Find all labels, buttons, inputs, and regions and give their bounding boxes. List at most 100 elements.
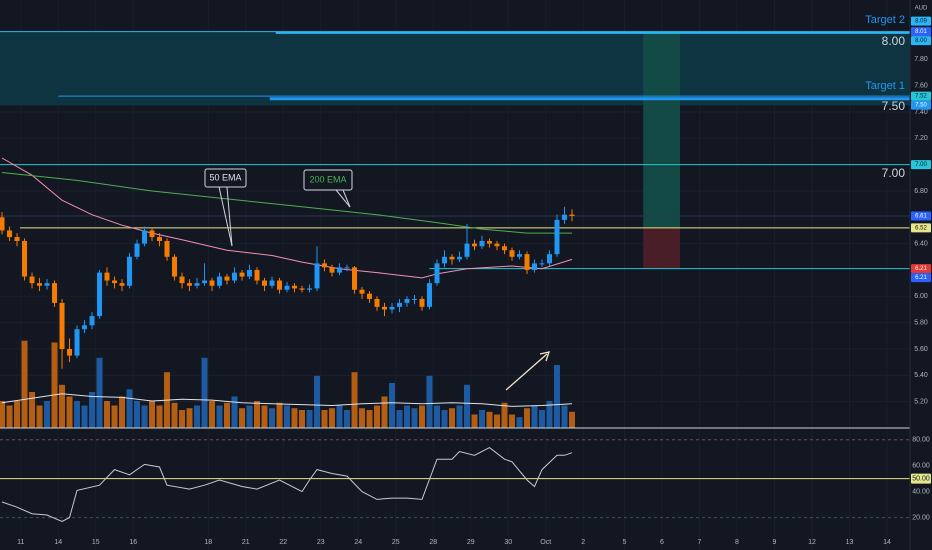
volume-bar <box>381 396 388 428</box>
candle-body <box>14 237 20 241</box>
candle-body <box>187 283 193 286</box>
volume-bar <box>186 408 193 428</box>
candle-body <box>254 269 260 281</box>
x-tick-label: 12 <box>808 539 816 546</box>
volume-bar <box>411 408 418 428</box>
volume-bar <box>508 414 515 428</box>
x-tick-label: 24 <box>354 539 362 546</box>
volume-bar <box>486 411 493 428</box>
candle-body <box>59 302 65 349</box>
candle-body <box>112 280 118 284</box>
candle-body <box>157 237 163 241</box>
volume-bar <box>149 401 156 428</box>
candle-body <box>337 267 343 273</box>
candle-body <box>397 302 403 307</box>
candle-body <box>531 263 537 270</box>
volume-bar <box>456 405 463 428</box>
volume-bar <box>89 392 96 428</box>
candle-body <box>554 219 560 255</box>
x-tick-label: Oct <box>540 539 551 546</box>
x-tick-label: 6 <box>660 539 664 546</box>
volume-bar <box>449 408 456 428</box>
x-tick-label: 8 <box>735 539 739 546</box>
candle-body <box>67 348 73 356</box>
candle-body <box>127 256 133 286</box>
y-tick-label: 7.80 <box>914 56 928 63</box>
volume-bar <box>478 410 485 428</box>
candle-body <box>404 298 410 303</box>
candle-body <box>239 272 245 277</box>
rsi-tick-label: 80.00 <box>912 437 930 444</box>
x-tick-label: 30 <box>504 539 512 546</box>
rsi-tick-label: 20.00 <box>912 514 930 521</box>
marks-layer <box>0 157 575 523</box>
axis-layer: 11 14 15 16 18 21 22 23 24 25 28 29 30 Oct 2 5 6 7 8 9 12 13 1… <box>17 16 931 546</box>
volume-bar <box>51 342 58 428</box>
y-tick-label: 6.00 <box>914 293 928 300</box>
candle-body <box>382 306 388 310</box>
candle-body <box>269 280 275 286</box>
candle-body <box>524 254 530 270</box>
rsi-line <box>1 447 573 523</box>
volume-bar <box>224 402 231 428</box>
y-tick-label: 5.20 <box>914 399 928 406</box>
candle-body <box>367 293 373 299</box>
currency-label: AUD <box>915 6 928 12</box>
candle-body <box>412 298 418 300</box>
volume-bar <box>546 401 553 428</box>
volume-bar <box>0 401 6 428</box>
volume-bar <box>14 401 21 428</box>
price-tag <box>911 211 931 221</box>
price-tag <box>911 16 931 26</box>
volume-bar <box>396 410 403 428</box>
callout-200-ema: 200 EMA <box>303 169 353 208</box>
x-tick-label: 2 <box>581 539 585 546</box>
x-tick-label: 16 <box>129 539 137 546</box>
price-tag-label: 6.61 <box>915 214 927 220</box>
price-tag-label: 8.01 <box>915 29 927 35</box>
volume-bar <box>336 405 343 428</box>
volume-bar <box>284 405 291 428</box>
y-tick-label: 5.80 <box>914 319 928 326</box>
candle-body <box>486 240 492 244</box>
candle-body <box>284 285 290 290</box>
level-label: 7.00 <box>882 166 906 180</box>
volume-bar <box>201 357 208 428</box>
x-tick-label: 21 <box>242 539 250 546</box>
volume-bar <box>434 405 441 428</box>
candle-body <box>509 250 515 257</box>
candle-body <box>561 214 567 220</box>
candle-body <box>262 280 268 286</box>
volume-bar <box>134 401 141 428</box>
candle-body <box>37 283 43 286</box>
candle-body <box>52 283 58 303</box>
arrow-head <box>539 351 550 362</box>
callout-50-ema: 50 EMA <box>204 168 247 247</box>
volume-bar <box>239 408 246 428</box>
volume-bar <box>21 340 28 428</box>
rsi-tick-label: 60.00 <box>912 463 930 470</box>
volume-bar <box>269 408 276 428</box>
candle-body <box>224 276 230 281</box>
volume-bar <box>366 410 373 428</box>
volume-bar <box>493 414 500 428</box>
price-tag <box>911 264 931 274</box>
candle-body <box>7 230 13 238</box>
price-tag-label: 7.50 <box>915 103 927 109</box>
rsi-tag <box>911 473 931 484</box>
candle-body <box>164 240 170 257</box>
candle-body <box>374 298 380 307</box>
volume-bar <box>523 408 530 428</box>
volume-bar <box>246 405 253 428</box>
x-tick-label: 7 <box>698 539 702 546</box>
y-tick-label: 7.20 <box>914 135 928 142</box>
x-tick-label: 14 <box>54 539 62 546</box>
candle-body <box>546 254 552 264</box>
volume-bar <box>59 384 66 428</box>
candle-body <box>352 267 358 290</box>
callout-box <box>204 168 247 188</box>
candle-body <box>142 230 148 244</box>
candle-body <box>172 256 178 277</box>
target-zone <box>0 31 910 106</box>
